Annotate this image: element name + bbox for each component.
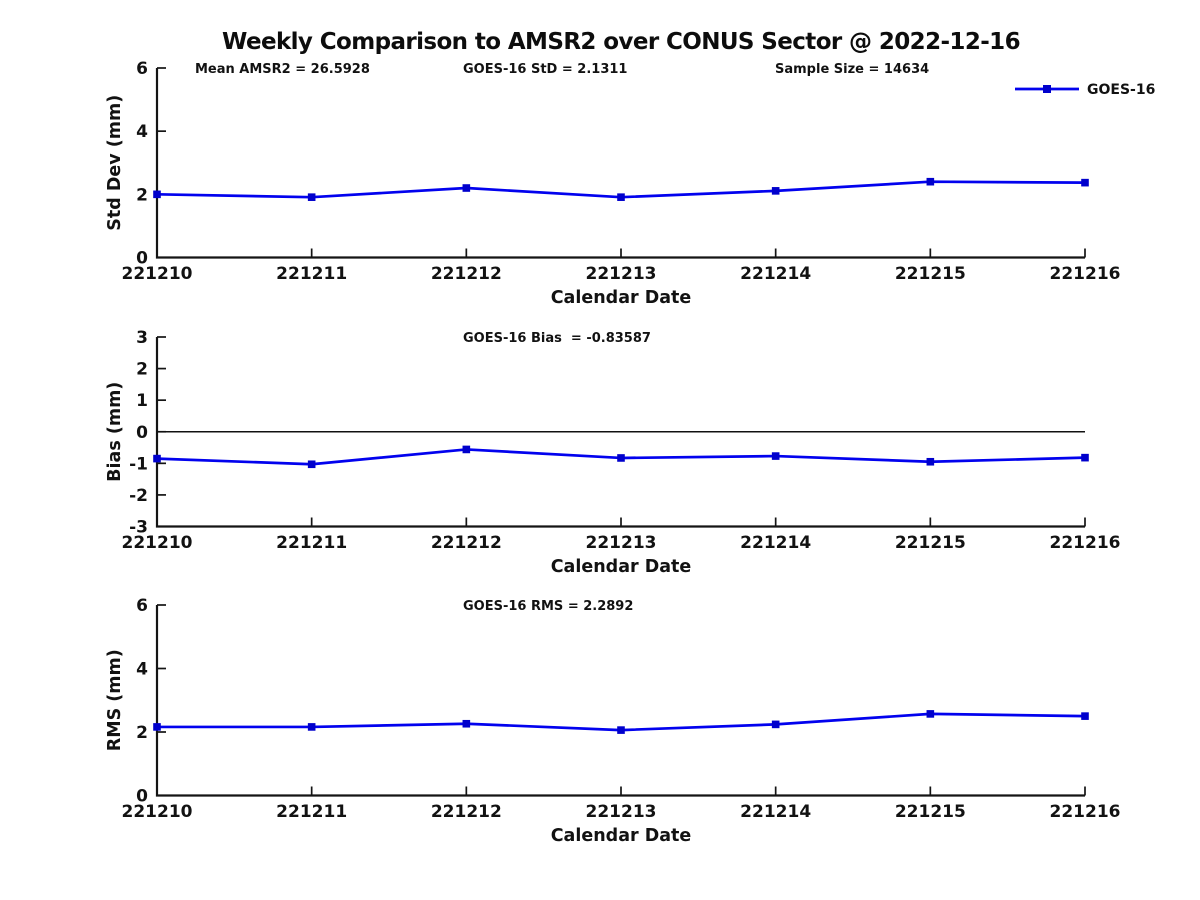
legend-marker bbox=[1043, 85, 1051, 93]
y-tick-label: -1 bbox=[129, 454, 148, 474]
x-tick-label: 221211 bbox=[276, 802, 347, 822]
annotation-bias-0: GOES-16 Bias = -0.83587 bbox=[463, 331, 651, 346]
data-point-marker bbox=[771, 720, 780, 729]
data-point-marker bbox=[771, 452, 780, 460]
x-tick-label: 221210 bbox=[122, 802, 193, 822]
y-tick-label: 1 bbox=[136, 391, 148, 411]
y-tick-label: 2 bbox=[136, 723, 148, 743]
data-point-marker bbox=[307, 460, 316, 469]
data-point-marker bbox=[307, 193, 316, 201]
data-point-marker bbox=[1081, 178, 1089, 187]
data-point-marker bbox=[153, 454, 161, 463]
y-tick-label: 4 bbox=[136, 122, 148, 142]
x-tick-label: 221214 bbox=[740, 264, 811, 284]
x-tick-label: 221214 bbox=[740, 802, 811, 822]
data-point-marker bbox=[926, 457, 935, 466]
y-tick-label: 0 bbox=[136, 787, 148, 807]
y-tick-label: 2 bbox=[136, 360, 148, 380]
y-tick-label: 2 bbox=[136, 185, 148, 205]
chart-std-dev: 0 2 4 6 221210 221211 221212 221213 221214 221215… bbox=[105, 59, 1155, 308]
legend-label: GOES-16 bbox=[1087, 82, 1155, 98]
annotation-std-dev-1: GOES-16 StD = 2.1311 bbox=[463, 62, 627, 77]
annotation-std-dev-0: Mean AMSR2 = 26.5928 bbox=[195, 62, 370, 77]
chart-bias: -3 -2 -1 0 1 2 3 221210 221211 221212 221213 221214… bbox=[105, 328, 1120, 577]
y-axis-label: RMS (mm) bbox=[105, 649, 125, 751]
data-point-marker bbox=[462, 445, 471, 454]
x-tick-label: 221210 bbox=[122, 533, 193, 553]
y-tick-label: 0 bbox=[136, 249, 148, 269]
data-point-marker bbox=[926, 177, 935, 186]
annotation-std-dev-2: Sample Size = 14634 bbox=[775, 62, 929, 77]
data-point-marker bbox=[926, 710, 935, 718]
data-point-marker bbox=[771, 187, 780, 195]
x-tick-label: 221213 bbox=[586, 802, 657, 822]
x-axis-label: Calendar Date bbox=[551, 826, 692, 846]
x-tick-label: 221213 bbox=[586, 533, 657, 553]
data-point-marker bbox=[462, 184, 471, 192]
y-tick-label: -2 bbox=[129, 486, 148, 506]
y-tick-label: 0 bbox=[136, 423, 148, 443]
x-tick-label: 221210 bbox=[122, 264, 193, 284]
y-axis-label: Bias (mm) bbox=[105, 382, 125, 482]
y-axis-label: Std Dev (mm) bbox=[105, 95, 125, 231]
data-point-marker bbox=[1081, 712, 1089, 720]
data-point-marker bbox=[153, 723, 161, 731]
data-point-marker bbox=[617, 193, 625, 201]
y-tick-label: 6 bbox=[136, 59, 148, 79]
x-tick-label: 221212 bbox=[431, 802, 502, 822]
y-tick-label: 6 bbox=[136, 596, 148, 616]
x-tick-label: 221216 bbox=[1050, 802, 1121, 822]
chart-rms: 0 2 4 6 221210 221211 221212 221213 221214 221215… bbox=[105, 596, 1120, 846]
x-tick-label: 221213 bbox=[586, 264, 657, 284]
x-tick-label: 221212 bbox=[431, 533, 502, 553]
x-axis-label: Calendar Date bbox=[551, 288, 692, 308]
data-point-marker bbox=[153, 190, 161, 199]
x-tick-label: 221211 bbox=[276, 264, 347, 284]
x-tick-label: 221211 bbox=[276, 533, 347, 553]
data-point-marker bbox=[307, 723, 316, 731]
x-tick-label: 221215 bbox=[895, 533, 966, 553]
y-tick-label: 4 bbox=[136, 660, 148, 680]
figure-title: Weekly Comparison to AMSR2 over CONUS Se… bbox=[222, 29, 1021, 55]
annotation-rms-0: GOES-16 RMS = 2.2892 bbox=[463, 599, 633, 614]
data-point-marker bbox=[617, 726, 625, 734]
data-point-marker bbox=[462, 719, 471, 728]
data-point-marker bbox=[1081, 453, 1089, 462]
x-tick-label: 221214 bbox=[740, 533, 811, 553]
x-tick-label: 221216 bbox=[1050, 533, 1121, 553]
y-tick-label: 3 bbox=[136, 328, 148, 348]
x-tick-label: 221212 bbox=[431, 264, 502, 284]
data-point-marker bbox=[617, 454, 625, 462]
x-tick-label: 221215 bbox=[895, 264, 966, 284]
axes-std-dev bbox=[155, 68, 1085, 259]
x-axis-label: Calendar Date bbox=[551, 557, 692, 577]
axes-rms bbox=[155, 605, 1085, 797]
legend: GOES-16 bbox=[1015, 82, 1155, 98]
x-tick-label: 221216 bbox=[1050, 264, 1121, 284]
x-tick-label: 221215 bbox=[895, 802, 966, 822]
y-tick-label: -3 bbox=[129, 518, 148, 538]
